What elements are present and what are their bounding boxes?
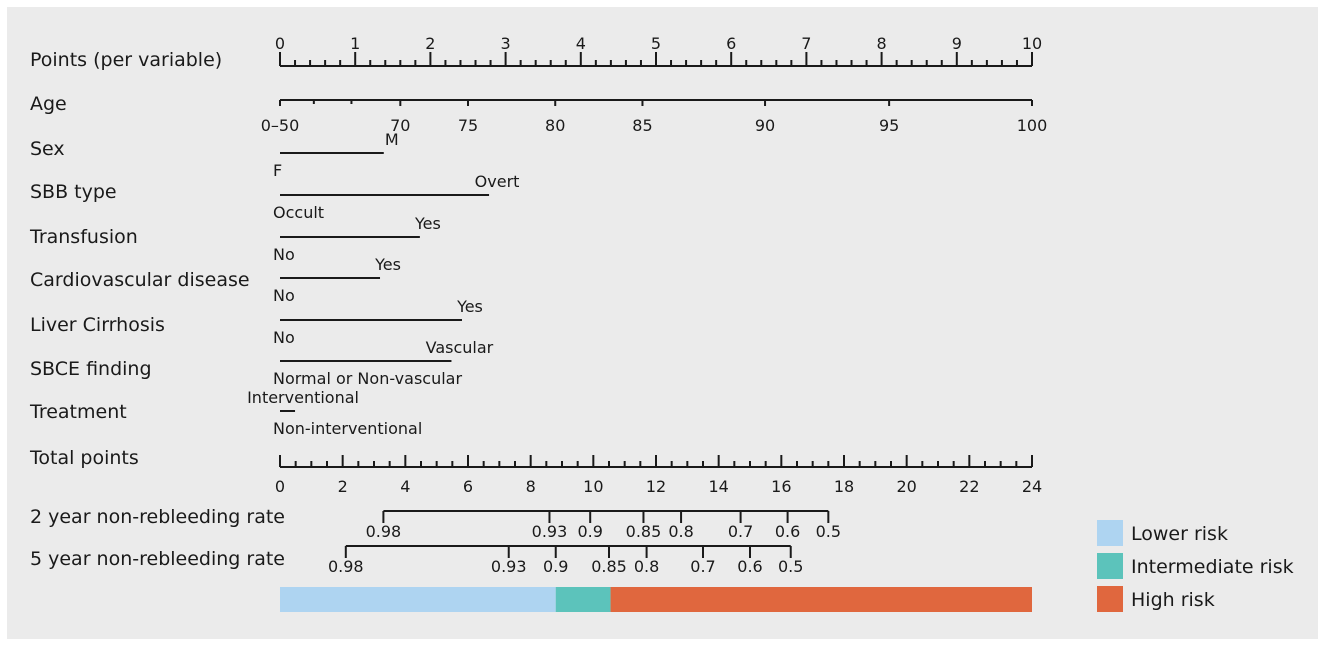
age-tick-label: 85 bbox=[632, 116, 652, 135]
age-tick-label: 0–50 bbox=[261, 116, 300, 135]
row-label-age: Age bbox=[30, 93, 67, 115]
outcome-tick-label-two_year: 0.8 bbox=[668, 522, 693, 541]
points-tick-label: 0 bbox=[275, 34, 285, 53]
outcome-tick-label-two_year: 0.7 bbox=[728, 522, 753, 541]
total-tick-label: 18 bbox=[834, 477, 854, 496]
total-tick-label: 6 bbox=[463, 477, 473, 496]
level-label-transfusion-high: Yes bbox=[414, 214, 441, 233]
row-label-cvd: Cardiovascular disease bbox=[30, 269, 250, 291]
total-tick-label: 0 bbox=[275, 477, 285, 496]
points-tick-label: 7 bbox=[801, 34, 811, 53]
legend-label: High risk bbox=[1131, 589, 1215, 611]
total-tick-label: 16 bbox=[771, 477, 791, 496]
total-tick-label: 20 bbox=[896, 477, 916, 496]
total-tick-label: 2 bbox=[338, 477, 348, 496]
level-label-cirrhosis-low: No bbox=[273, 328, 295, 347]
level-label-cirrhosis-high: Yes bbox=[456, 297, 483, 316]
level-label-treatment-high: Interventional bbox=[247, 388, 359, 407]
row-label-sbb: SBB type bbox=[30, 181, 117, 203]
age-tick-label: 70 bbox=[390, 116, 410, 135]
age-tick-label: 90 bbox=[755, 116, 775, 135]
nomogram-svg: Points (per variable)0 1 2 3 4 5 6 7 8 9 10Age0–50… bbox=[29, 34, 1294, 612]
level-label-cvd-low: No bbox=[273, 286, 295, 305]
points-tick-label: 9 bbox=[952, 34, 962, 53]
outcome-tick-label-five_year: 0.6 bbox=[737, 557, 762, 576]
outcome-tick-label-five_year: 0.8 bbox=[634, 557, 659, 576]
legend-swatch bbox=[1097, 553, 1123, 579]
legend-swatch bbox=[1097, 586, 1123, 612]
level-label-sbce-low: Normal or Non-vascular bbox=[273, 369, 462, 388]
total-tick-label: 14 bbox=[708, 477, 728, 496]
age-tick-label: 95 bbox=[879, 116, 899, 135]
points-tick-label: 8 bbox=[877, 34, 887, 53]
risk-bar-segment bbox=[555, 587, 611, 612]
total-tick-label: 24 bbox=[1022, 477, 1042, 496]
total-tick-label: 8 bbox=[526, 477, 536, 496]
row-label-transfusion: Transfusion bbox=[29, 226, 138, 248]
points-tick-label: 2 bbox=[425, 34, 435, 53]
level-label-sbb-high: Overt bbox=[475, 172, 520, 191]
age-tick-label: 80 bbox=[545, 116, 565, 135]
outcome-tick-label-two_year: 0.9 bbox=[577, 522, 602, 541]
points-axis-label: Points (per variable) bbox=[30, 49, 222, 71]
row-label-sex: Sex bbox=[30, 138, 65, 160]
outcome-tick-label-five_year: 0.5 bbox=[778, 557, 803, 576]
outcome-tick-label-five_year: 0.85 bbox=[591, 557, 627, 576]
points-tick-label: 6 bbox=[726, 34, 736, 53]
total-tick-label: 22 bbox=[959, 477, 979, 496]
outcome-tick-label-five_year: 0.93 bbox=[491, 557, 527, 576]
outcome-label-two_year: 2 year non-rebleeding rate bbox=[30, 506, 285, 528]
outcome-label-five_year: 5 year non-rebleeding rate bbox=[30, 548, 285, 570]
age-tick-label: 100 bbox=[1017, 116, 1048, 135]
legend-label: Intermediate risk bbox=[1131, 556, 1294, 578]
row-label-treatment: Treatment bbox=[29, 401, 127, 423]
level-label-sbb-low: Occult bbox=[273, 203, 324, 222]
level-label-treatment-low: Non-interventional bbox=[273, 419, 422, 438]
points-tick-label: 1 bbox=[350, 34, 360, 53]
level-label-sex-low: F bbox=[273, 161, 282, 180]
outcome-tick-label-five_year: 0.7 bbox=[690, 557, 715, 576]
level-label-sex-high: M bbox=[385, 130, 399, 149]
row-label-cirrhosis: Liver Cirrhosis bbox=[30, 314, 165, 336]
age-tick-label: 75 bbox=[458, 116, 478, 135]
total-points-label: Total points bbox=[29, 447, 139, 469]
legend-label: Lower risk bbox=[1131, 523, 1228, 545]
nomogram-panel: Points (per variable) 0 1 2 3 4 5 6 7 8 9 10 Age 0–50… bbox=[7, 7, 1318, 639]
total-tick-label: 10 bbox=[583, 477, 603, 496]
legend-swatch bbox=[1097, 520, 1123, 546]
outcome-tick-label-two_year: 0.93 bbox=[532, 522, 568, 541]
row-label-sbce: SBCE finding bbox=[30, 358, 152, 380]
total-tick-label: 4 bbox=[400, 477, 410, 496]
outcome-tick-label-five_year: 0.98 bbox=[328, 557, 364, 576]
outcome-tick-label-two_year: 0.98 bbox=[366, 522, 402, 541]
outcome-tick-label-two_year: 0.5 bbox=[816, 522, 841, 541]
outcome-tick-label-five_year: 0.9 bbox=[543, 557, 568, 576]
points-tick-label: 4 bbox=[576, 34, 586, 53]
points-tick-label: 10 bbox=[1022, 34, 1042, 53]
level-label-transfusion-low: No bbox=[273, 245, 295, 264]
level-label-sbce-high: Vascular bbox=[426, 338, 494, 357]
outcome-tick-label-two_year: 0.85 bbox=[626, 522, 662, 541]
risk-bar-segment bbox=[280, 587, 556, 612]
points-tick-label: 5 bbox=[651, 34, 661, 53]
outcome-tick-label-two_year: 0.6 bbox=[775, 522, 800, 541]
total-tick-label: 12 bbox=[646, 477, 666, 496]
risk-bar-segment bbox=[610, 587, 1032, 612]
level-label-cvd-high: Yes bbox=[374, 255, 401, 274]
points-tick-label: 3 bbox=[501, 34, 511, 53]
